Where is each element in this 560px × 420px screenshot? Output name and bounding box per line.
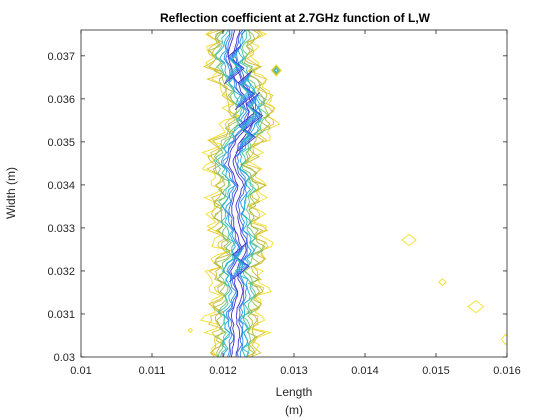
contour-line-left: [208, 30, 242, 357]
contour-hotspot-line: [234, 253, 243, 272]
contour-island: [500, 333, 507, 346]
contour-line-left: [219, 30, 245, 357]
contour-line-left: [200, 30, 242, 357]
contour-hotspot-line: [228, 52, 240, 77]
contour-hotspot-line: [246, 99, 258, 124]
y-tick-label: 0.031: [47, 309, 75, 321]
contour-line-right: [236, 30, 260, 357]
contour-hotspot-line: [242, 92, 264, 132]
contour-line-right: [246, 30, 281, 357]
contour-island: [272, 66, 280, 75]
contour-lines: [187, 30, 507, 357]
y-tick-label: 0.035: [47, 137, 75, 149]
y-tick-label: 0.036: [47, 94, 75, 106]
contour-island: [187, 327, 194, 334]
contour-hotspot-line: [235, 113, 257, 153]
contour-line-right: [233, 30, 257, 357]
y-tick-label: 0.034: [47, 180, 75, 192]
contour-hotspot-line: [238, 118, 253, 148]
chart-title: Reflection coefficient at 2.7GHz functio…: [160, 11, 431, 25]
contour-hotspot-line: [244, 94, 262, 129]
y-tick-label: 0.03: [54, 352, 75, 364]
contour-hotspot-line: [245, 97, 260, 127]
contour-line-left: [207, 30, 236, 357]
contour-hotspot-line: [229, 55, 238, 74]
contour-hotspot-line: [248, 102, 256, 122]
contour-hotspot-line: [237, 75, 252, 105]
contour-hotspot-line: [233, 250, 245, 275]
contour-hotspot-line: [224, 44, 245, 85]
contour-line-left: [227, 30, 250, 357]
plot-frame: [80, 29, 508, 358]
contour-hotspot-line: [225, 47, 243, 82]
contour-line-left: [222, 30, 248, 357]
contour-line-right: [245, 30, 276, 357]
contour-island: [467, 300, 485, 314]
contour-island: [401, 233, 417, 247]
x-axis: 0.01 0.011 0.012 0.013 0.014 0.015 0.016: [70, 30, 521, 377]
contour-hotspot-line: [239, 121, 251, 146]
contour-hotspot-line: [229, 242, 250, 283]
y-tick-label: 0.037: [47, 51, 75, 63]
contour-hotspot-line: [230, 245, 248, 280]
contour-hotspot-line: [236, 116, 255, 151]
contour-hotspot-line: [241, 123, 249, 143]
x-tick-label: 0.015: [422, 365, 450, 377]
y-axis-label: Width (m): [4, 167, 18, 219]
contour-hotspot-line: [240, 80, 248, 100]
y-tick-label: 0.032: [47, 266, 75, 278]
contour-island: [273, 67, 279, 74]
x-tick-label: 0.012: [209, 365, 237, 377]
contour-hotspot-line: [236, 73, 254, 108]
contour-island: [438, 278, 447, 287]
x-axis-label: Length: [276, 385, 313, 399]
contour-island: [271, 65, 281, 76]
x-axis-unit-label: (m): [285, 403, 303, 417]
contour-line-left: [223, 30, 250, 357]
x-tick-label: 0.01: [70, 365, 91, 377]
contour-line-left: [213, 30, 242, 357]
y-axis: 0.03 0.031 0.032 0.033 0.034 0.035 0.036 0.037: [47, 51, 507, 364]
contour-hotspot-line: [231, 247, 246, 277]
contour-line-right: [241, 30, 270, 357]
x-tick-label: 0.011: [139, 365, 166, 377]
x-tick-label: 0.016: [493, 365, 521, 377]
contour-hotspot-line: [234, 70, 256, 110]
contour-hotspot-line: [226, 49, 242, 79]
x-tick-label: 0.014: [351, 365, 379, 377]
x-tick-label: 0.013: [280, 365, 308, 377]
contour-hotspot-line: [239, 78, 250, 103]
contour-island: [270, 64, 282, 77]
y-tick-label: 0.033: [47, 223, 75, 235]
